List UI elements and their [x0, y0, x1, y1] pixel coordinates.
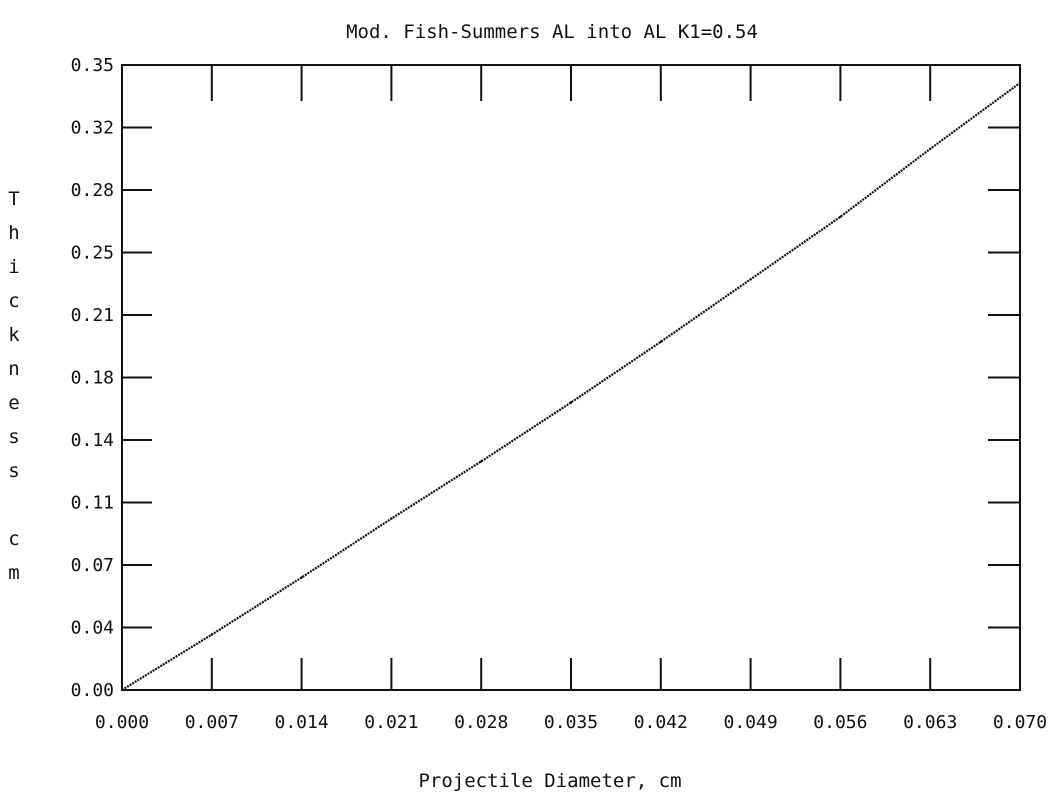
y-axis-label-char: s: [8, 426, 19, 448]
data-point: [839, 215, 842, 218]
y-axis-label-char: i: [8, 256, 19, 278]
x-tick-label: 0.014: [275, 712, 329, 733]
y-axis-label-char: m: [8, 562, 19, 584]
y-axis-label-char: s: [8, 460, 19, 482]
y-tick-label: 0.04: [71, 618, 114, 639]
data-point: [390, 517, 393, 520]
data-point: [659, 340, 662, 343]
x-tick-label: 0.070: [993, 712, 1047, 733]
data-point: [480, 460, 483, 463]
data-point: [300, 576, 303, 579]
plot-area: [121, 64, 1021, 691]
y-tick-label: 0.35: [71, 55, 114, 76]
x-tick-label: 0.000: [95, 712, 149, 733]
y-axis-label-char: e: [8, 392, 19, 414]
x-axis-label: Projectile Diameter, cm: [418, 770, 681, 792]
y-tick-label: 0.28: [71, 180, 114, 201]
data-point: [1018, 81, 1022, 85]
x-tick-label: 0.056: [813, 712, 867, 733]
y-axis-label-char: T: [8, 188, 19, 210]
y-tick-label: 0.21: [71, 305, 114, 326]
y-axis-label-char: k: [8, 324, 20, 346]
y-tick-label: 0.14: [71, 430, 114, 451]
data-point: [120, 688, 124, 692]
y-axis-label-char: c: [8, 290, 19, 312]
x-tick-labels: 0.000 0.007 0.014 0.021 0.028 0.035 0.042 0.049…: [95, 712, 1047, 733]
x-tick-label: 0.035: [544, 712, 598, 733]
y-tick-label: 0.00: [71, 680, 114, 701]
y-tick-label: 0.18: [71, 368, 114, 389]
series-line: [121, 82, 1021, 691]
y-axis-label-char: n: [8, 358, 19, 380]
y-axis-label-char: h: [8, 222, 19, 244]
y-tick-label: 0.07: [71, 555, 114, 576]
data-point: [210, 633, 213, 636]
data-point: [749, 278, 752, 281]
data-point: [929, 147, 932, 151]
y-tick-labels: 0.00 0.04 0.07 0.11 0.14 0.18 0.21 0.25 0.28 0.32…: [71, 55, 114, 701]
chart-title: Mod. Fish-Summers AL into AL K1=0.54: [346, 21, 758, 43]
x-tick-label: 0.007: [185, 712, 239, 733]
axis-ticks: [122, 65, 1020, 690]
y-tick-label: 0.11: [71, 493, 114, 514]
y-tick-label: 0.32: [71, 118, 114, 139]
y-tick-label: 0.25: [71, 243, 114, 264]
series-points: [120, 81, 1022, 692]
x-tick-label: 0.049: [724, 712, 778, 733]
x-tick-label: 0.028: [454, 712, 508, 733]
y-axis-label-char: c: [8, 528, 19, 550]
x-tick-label: 0.063: [903, 712, 957, 733]
data-point: [569, 401, 573, 404]
x-tick-label: 0.042: [634, 712, 688, 733]
x-tick-label: 0.021: [364, 712, 418, 733]
